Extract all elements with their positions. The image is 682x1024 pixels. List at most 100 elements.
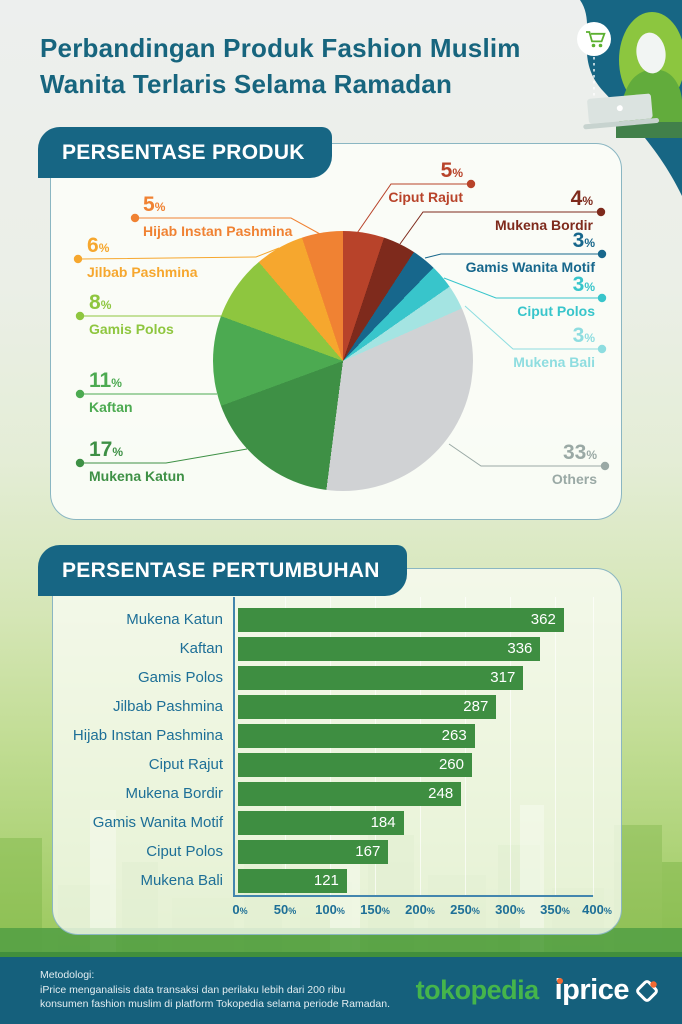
percent-sign: % bbox=[154, 200, 166, 214]
x-axis-tick: 250% bbox=[450, 902, 480, 917]
bar-category-label: Mukena Bordir bbox=[125, 785, 223, 802]
pie-label-gamis-wanita-motif: 3% Gamis Wanita Motif bbox=[465, 229, 595, 276]
gridline bbox=[510, 597, 511, 895]
bar-row-mukena-katun: Mukena Katun 362 bbox=[63, 605, 595, 634]
footer: Metodologi: iPrice menganalisis data tra… bbox=[0, 957, 682, 1024]
bar-value: 121 bbox=[313, 872, 339, 889]
bar: 263 bbox=[238, 723, 475, 748]
section-heading-pertumbuhan: PERSENTASE PERTUMBUHAN bbox=[38, 545, 407, 596]
gridline bbox=[593, 597, 594, 895]
bar-row-mukena-bordir: Mukena Bordir 248 bbox=[63, 779, 595, 808]
pie-label-kaftan: 11% Kaftan bbox=[89, 369, 133, 416]
growth-bar-chart: 0% 50% 100% 150% 200% 250% 300% 350% 400… bbox=[63, 597, 612, 917]
pie-label-text: Mukena Bordir bbox=[494, 217, 593, 233]
laptop-icon bbox=[583, 93, 660, 130]
percent-sign: % bbox=[584, 236, 595, 250]
bar-row-gamis-polos: Gamis Polos 317 bbox=[63, 663, 595, 692]
pie-value: 11 bbox=[89, 369, 112, 392]
pie-label-text: Hijab Instan Pashmina bbox=[143, 223, 293, 239]
bar-value: 317 bbox=[490, 669, 516, 686]
growth-chart-card: 0% 50% 100% 150% 200% 250% 300% 350% 400… bbox=[52, 568, 622, 935]
bar-track: 317 bbox=[233, 665, 595, 690]
pie-value: 3 bbox=[572, 324, 585, 347]
x-axis-tick: 150% bbox=[360, 902, 390, 917]
bar: 287 bbox=[238, 694, 497, 719]
percent-sign: % bbox=[100, 298, 112, 312]
x-axis-tick: 0% bbox=[232, 902, 248, 917]
x-axis-tick: 350% bbox=[540, 902, 570, 917]
pie-label-gamis-polos: 8% Gamis Polos bbox=[89, 292, 174, 338]
pie-chart bbox=[213, 231, 473, 491]
methodology-title: Metodologi: bbox=[40, 969, 95, 981]
bar-value: 248 bbox=[428, 785, 454, 802]
x-axis-tick: 300% bbox=[495, 902, 525, 917]
bar-category-label: Gamis Polos bbox=[137, 669, 223, 686]
pie-label-hijab-instan-pashmina: 5% Hijab Instan Pashmina bbox=[143, 193, 293, 240]
pie-label-text: Ciput Polos bbox=[517, 303, 595, 319]
bar-track: 263 bbox=[233, 723, 595, 748]
bar-track: 260 bbox=[233, 752, 595, 777]
bar-row-ciput-polos: Ciput Polos 167 bbox=[63, 837, 595, 866]
bar-track: 287 bbox=[233, 694, 595, 719]
pie-chart-card: 5% Ciput Rajut 4% Mukena Bordir 3% Gamis… bbox=[50, 143, 622, 520]
pie-value: 4 bbox=[570, 187, 583, 210]
bar: 167 bbox=[238, 839, 389, 864]
bar-category-label: Ciput Polos bbox=[146, 843, 223, 860]
page-title: Perbandingan Produk Fashion Muslim Wanit… bbox=[40, 30, 521, 102]
bar-row-kaftan: Kaftan 336 bbox=[63, 634, 595, 663]
pie-value: 5 bbox=[440, 159, 453, 182]
pie-value: 3 bbox=[572, 229, 585, 252]
pie-value: 5 bbox=[143, 193, 155, 216]
iprice-logo-text: iprice bbox=[554, 974, 630, 1006]
pie-label-text: Gamis Wanita Motif bbox=[465, 259, 595, 275]
bar-category-label: Ciput Rajut bbox=[148, 756, 223, 773]
pie-label-text: Jilbab Pashmina bbox=[87, 264, 198, 280]
tokopedia-logo: tokopedia bbox=[415, 975, 540, 1005]
bar-value: 260 bbox=[438, 756, 464, 773]
pie-label-text: Kaftan bbox=[89, 399, 133, 415]
hijab-woman-figure bbox=[583, 12, 682, 138]
bar-row-jilbab-pashmina: Jilbab Pashmina 287 bbox=[63, 692, 595, 721]
methodology-line2: konsumen fashion muslim di platform Toko… bbox=[40, 998, 390, 1010]
x-axis-tick: 200% bbox=[405, 902, 435, 917]
footer-logos: tokopedia iprice bbox=[416, 957, 660, 1024]
bar-category-label: Hijab Instan Pashmina bbox=[72, 727, 223, 744]
bar-row-gamis-wanita-motif: Gamis Wanita Motif 184 bbox=[63, 808, 595, 837]
pie-label-text: Mukena Katun bbox=[89, 468, 185, 484]
bar: 248 bbox=[238, 781, 462, 806]
bar-category-label: Jilbab Pashmina bbox=[112, 698, 223, 715]
methodology-note: Metodologi: iPrice menganalisis data tra… bbox=[40, 968, 390, 1012]
bar-value: 287 bbox=[463, 698, 489, 715]
pie-value: 17 bbox=[89, 438, 113, 461]
section-heading-produk: PERSENTASE PRODUK bbox=[38, 127, 332, 178]
cart-badge-circle bbox=[577, 22, 611, 56]
bar-row-ciput-rajut: Ciput Rajut 260 bbox=[63, 750, 595, 779]
iprice-tittle-dot bbox=[556, 978, 563, 984]
pie-value: 6 bbox=[87, 234, 99, 257]
bar-row-hijab-instan-pashmina: Hijab Instan Pashmina 263 bbox=[63, 721, 595, 750]
pie-label-text: Gamis Polos bbox=[89, 321, 174, 337]
pie-label-mukena-bordir: 4% Mukena Bordir bbox=[494, 187, 593, 234]
iprice-logo: iprice bbox=[555, 974, 660, 1007]
bar-category-label: Kaftan bbox=[179, 640, 223, 657]
bar-track: 362 bbox=[233, 607, 595, 632]
bar-category-label: Mukena Katun bbox=[126, 611, 223, 628]
pie-label-others: 33% Others bbox=[551, 441, 597, 488]
x-axis-tick: 50% bbox=[273, 902, 297, 917]
bar-value: 362 bbox=[530, 611, 556, 628]
percent-sign: % bbox=[584, 280, 595, 294]
pie-label-ciput-polos: 3% Ciput Polos bbox=[517, 274, 595, 320]
pie-label-text: Others bbox=[551, 471, 597, 487]
bar-track: 248 bbox=[233, 781, 595, 806]
pie-label-ciput-rajut: 5% Ciput Rajut bbox=[388, 159, 463, 206]
section-heading-pertumbuhan-label: PERSENTASE PERTUMBUHAN bbox=[62, 558, 380, 582]
pie-label-text: Ciput Rajut bbox=[388, 189, 463, 205]
shopping-cart-icon bbox=[586, 31, 606, 48]
percent-sign: % bbox=[111, 376, 122, 390]
pie-value: 33 bbox=[562, 441, 587, 464]
bar-value: 184 bbox=[370, 814, 396, 831]
pie-label-mukena-bali: 3% Mukena Bali bbox=[513, 324, 595, 371]
percent-sign: % bbox=[98, 241, 110, 255]
pie-label-mukena-katun: 17% Mukena Katun bbox=[89, 438, 185, 485]
